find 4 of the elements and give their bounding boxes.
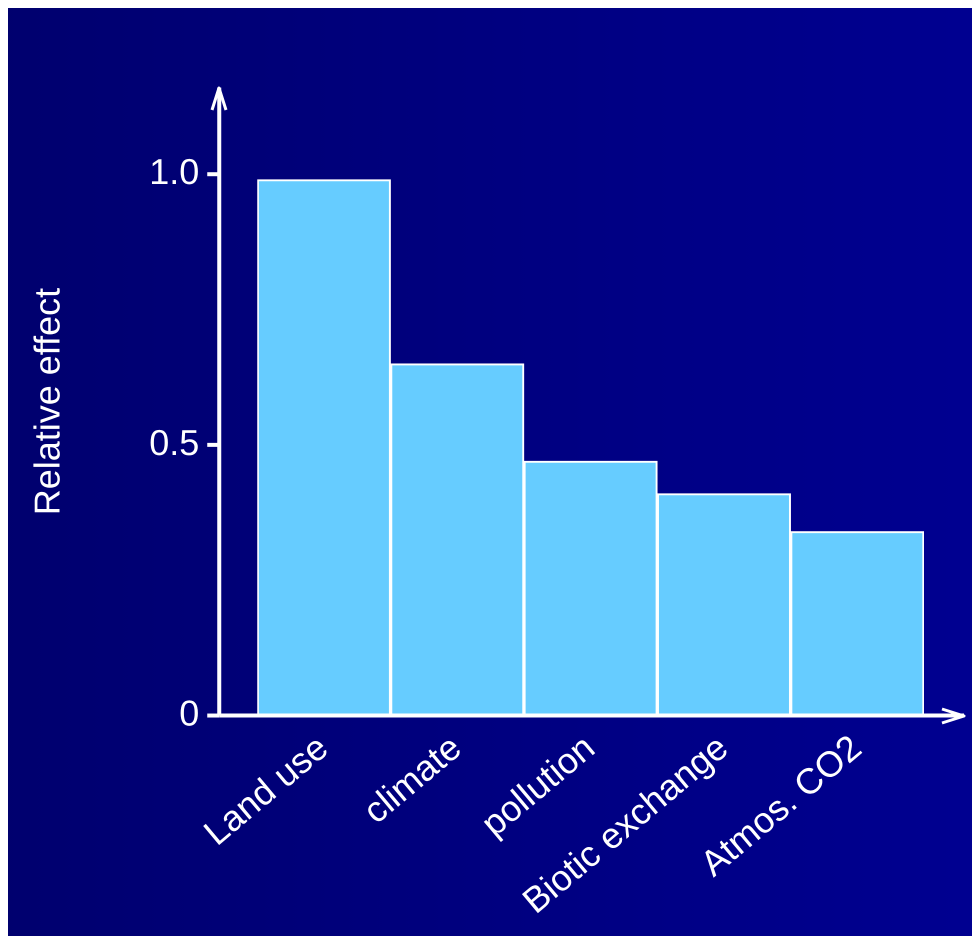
y-tick-label: 0.5 — [149, 422, 200, 463]
y-tick-label: 1.0 — [149, 151, 200, 192]
y-axis-title: Relative effect — [26, 288, 68, 516]
y-tick-label: 0 — [179, 692, 200, 734]
